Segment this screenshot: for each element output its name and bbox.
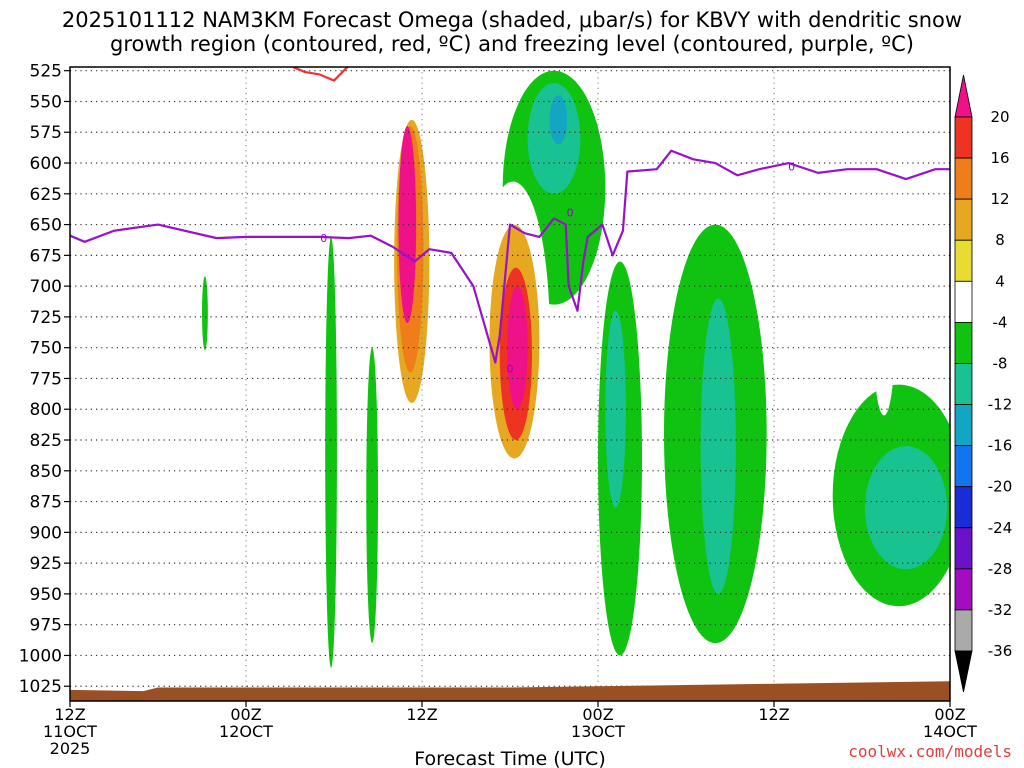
colorbar-bin-9 [954,486,973,529]
y-tick-label-550: 550 [30,92,62,112]
y-tick-label-775: 775 [30,369,62,389]
chart-title-line1: 2025101112 NAM3KM Forecast Omega (shaded… [62,8,962,32]
y-tick-label-675: 675 [30,246,62,266]
colorbar-label-11: -28 [988,560,1013,578]
ground-surface [70,681,950,701]
y-tick-label-725: 725 [30,308,62,328]
colorbar-label-10: -24 [988,519,1013,537]
plot-frame [69,66,951,702]
colorbar-bin-1 [954,157,973,200]
y-tick-label-850: 850 [30,462,62,482]
freezing-level-label-1: 0 [567,206,574,219]
colorbar-label-8: -16 [988,437,1013,455]
omega-region-5 [549,95,568,145]
y-tick-label-525: 525 [30,62,62,82]
freezing-level-label-2: 0 [507,363,514,376]
y-tick-label-875: 875 [30,493,62,513]
y-tick-label-925: 925 [30,554,62,574]
colorbar-bin-11 [954,568,973,611]
ground-layer [70,681,950,701]
colorbar-label-12: -32 [988,601,1013,619]
colorbar-label-9: -20 [988,478,1013,496]
colorbar-bin-7 [954,404,973,447]
x-tick-label-2: 12Z [406,705,437,724]
colorbar-label-3: 8 [995,231,1005,249]
x-tick-year-0: 2025 [50,739,91,758]
contour-lines: 0 0 0 0 [70,67,950,376]
omega-region-22 [873,279,895,416]
omega-region-20 [162,396,198,619]
grid-lines [70,67,950,701]
colorbar-bin-0 [954,116,973,159]
omega-shading [162,70,950,668]
x-axis-label: Forecast Time (UTC) [414,748,605,768]
watermark: coolwx.com/models [848,742,1012,761]
dgz-contour-0 [292,67,349,82]
colorbar: 20 16 12 8 4 -4 -8 -12 -16 -20 -24 -28 -32 -36 [954,74,1013,693]
y-axis: 525 550 575 600 625 650 675 700 725 750 775 800 825 8… [19,62,70,697]
y-tick-label-650: 650 [30,216,62,236]
colorbar-bin-3 [954,239,973,282]
x-tick-label-1: 00Z [230,705,261,724]
colorbar-bin-4 [954,280,973,323]
omega-region-11 [864,446,948,570]
y-tick-label-825: 825 [30,431,62,451]
omega-region-7 [605,310,626,508]
colorbar-label-7: -12 [988,396,1013,414]
omega-region-1 [325,236,337,668]
x-tick-label-4: 12Z [758,705,789,724]
omega-region-21 [819,310,846,385]
colorbar-label-4: 4 [995,272,1005,290]
y-tick-label-600: 600 [30,154,62,174]
colorbar-label-5: -4 [993,313,1008,331]
colorbar-label-13: -36 [988,642,1013,660]
omega-region-23 [938,267,950,379]
x-tick-date-1: 12OCT [219,722,273,741]
colorbar-max-arrow [954,74,973,118]
colorbar-label-0: 20 [990,108,1009,126]
y-tick-label-625: 625 [30,185,62,205]
omega-region-2 [366,347,378,644]
y-tick-label-750: 750 [30,339,62,359]
colorbar-label-2: 12 [990,190,1009,208]
y-tick-label-950: 950 [30,585,62,605]
colorbar-bin-2 [954,198,973,241]
x-tick-date-5: 14OCT [923,722,977,741]
y-tick-label-975: 975 [30,616,62,636]
colorbar-bin-8 [954,445,973,488]
x-tick-date-0: 11OCT [43,722,97,741]
colorbar-min-arrow [954,650,973,693]
colorbar-bin-6 [954,363,973,405]
y-tick-label-1025: 1025 [19,677,62,697]
y-tick-label-575: 575 [30,123,62,143]
colorbar-label-6: -8 [993,354,1008,372]
freezing-level-label-0: 0 [320,232,327,245]
colorbar-label-1: 16 [990,149,1009,167]
x-tick-label-0: 12Z [54,705,85,724]
omega-region-15 [398,126,417,324]
chart-title-line2: growth region (contoured, red, ºC) and f… [110,32,914,56]
colorbar-bin-10 [954,527,973,570]
x-tick-date-3: 13OCT [571,722,625,741]
colorbar-bin-12 [954,609,973,652]
y-tick-label-800: 800 [30,400,62,420]
freezing-level-contour [70,149,950,364]
x-tick-label-3: 00Z [582,705,613,724]
omega-region-0 [202,276,208,351]
freezing-level-label-3: 0 [788,161,795,174]
y-tick-label-700: 700 [30,277,62,297]
y-tick-label-1000: 1000 [19,646,62,666]
omega-region-9 [700,298,736,594]
colorbar-bin-5 [954,321,973,364]
x-tick-label-5: 00Z [934,705,965,724]
y-tick-label-900: 900 [30,523,62,543]
